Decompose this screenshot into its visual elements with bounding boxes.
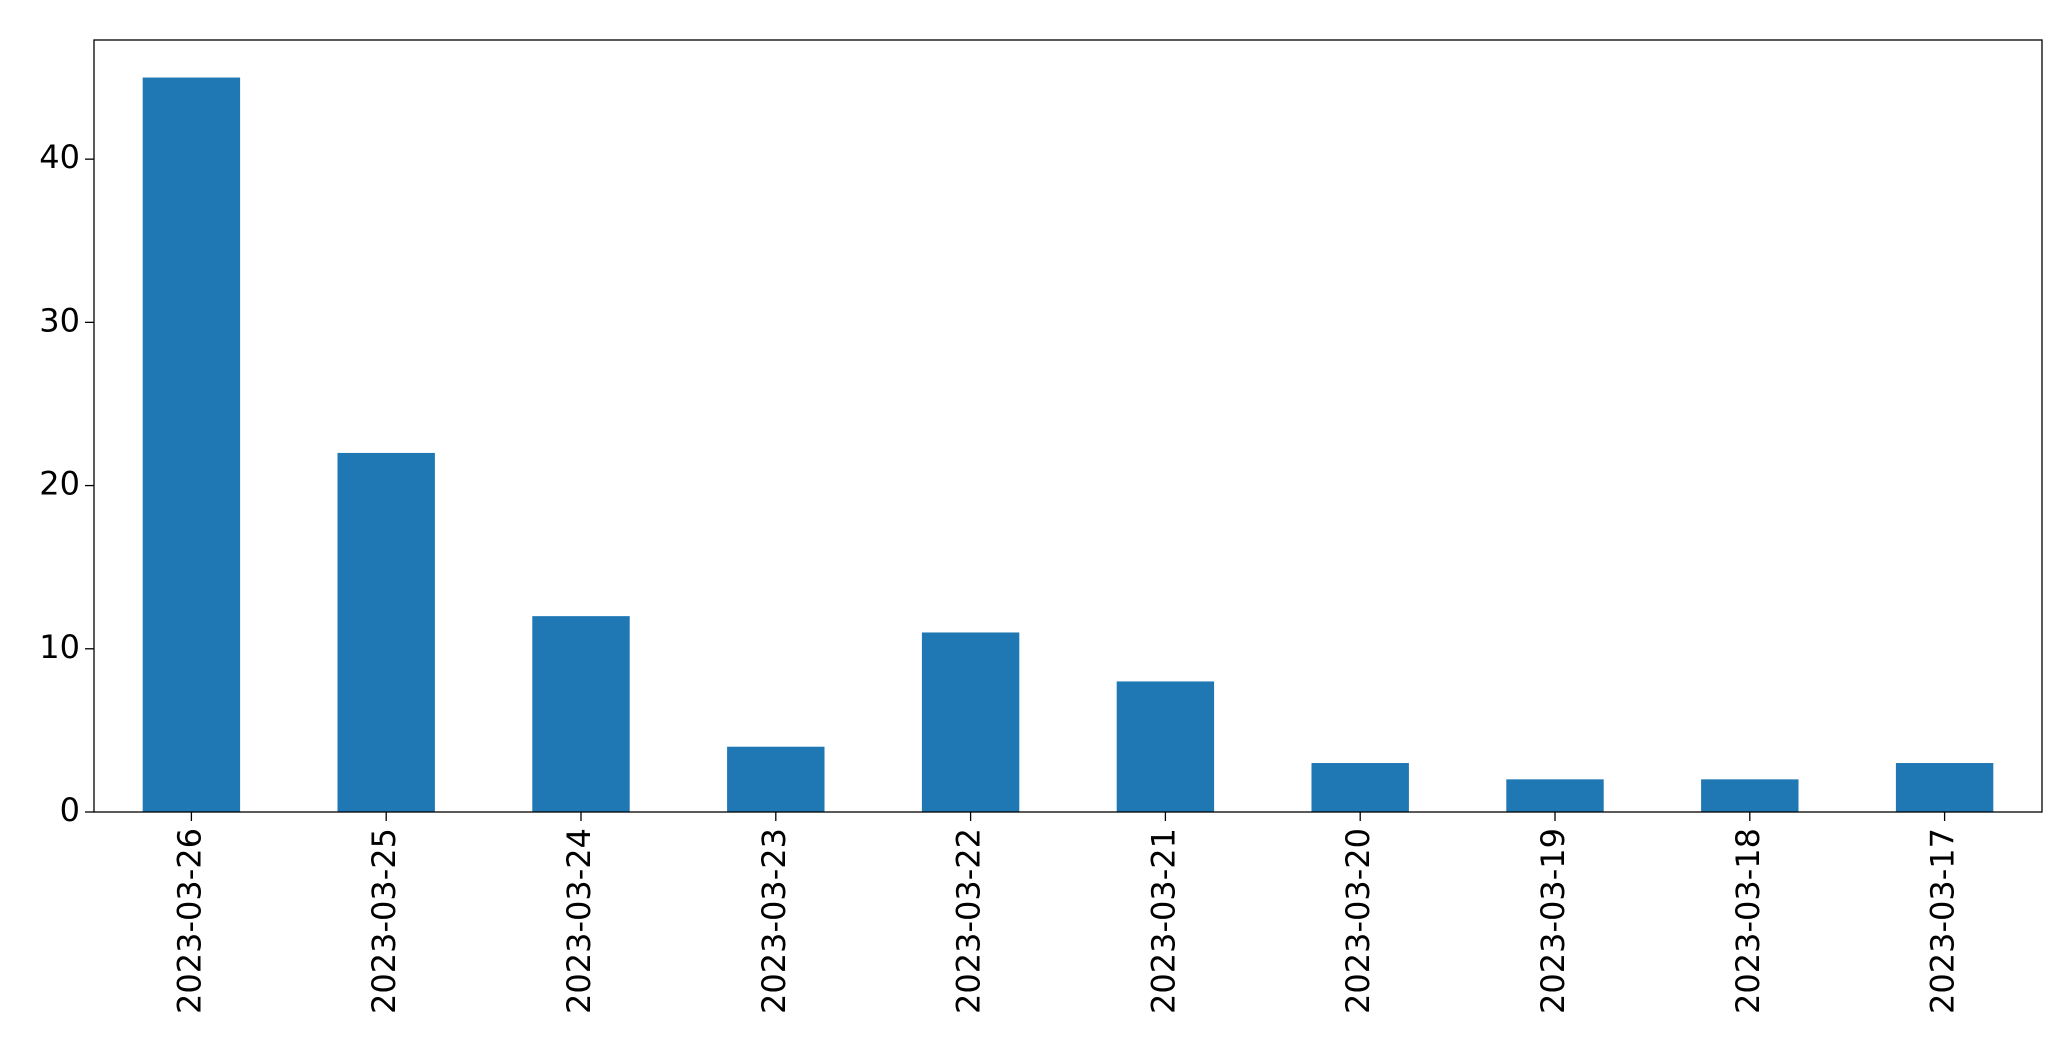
x-tick-label: 2023-03-23 — [755, 828, 793, 1014]
x-tick-label: 2023-03-18 — [1729, 828, 1767, 1014]
bar — [532, 616, 630, 812]
x-tick-label: 2023-03-20 — [1339, 828, 1377, 1014]
bar — [727, 746, 825, 812]
bar — [337, 452, 435, 812]
x-tick-label: 2023-03-26 — [170, 828, 208, 1014]
bar — [1506, 779, 1604, 812]
y-tick-label: 20 — [39, 465, 80, 503]
bar — [142, 77, 241, 812]
bar — [921, 632, 1020, 812]
y-tick-label: 0 — [60, 791, 80, 829]
bar — [1701, 779, 1799, 812]
y-tick-label: 30 — [39, 301, 80, 339]
bar — [1895, 763, 1994, 812]
x-tick-label: 2023-03-19 — [1534, 828, 1572, 1014]
x-tick-label: 2023-03-25 — [365, 828, 403, 1014]
x-tick-label: 2023-03-17 — [1924, 828, 1962, 1014]
y-tick-label: 40 — [39, 138, 80, 176]
x-tick-label: 2023-03-22 — [950, 828, 988, 1014]
bar — [1311, 763, 1409, 812]
bar — [1116, 681, 1215, 812]
y-tick-label: 10 — [39, 628, 80, 666]
x-tick-label: 2023-03-24 — [560, 828, 598, 1014]
plot-frame — [93, 39, 2043, 813]
x-tick-label: 2023-03-21 — [1144, 828, 1182, 1014]
